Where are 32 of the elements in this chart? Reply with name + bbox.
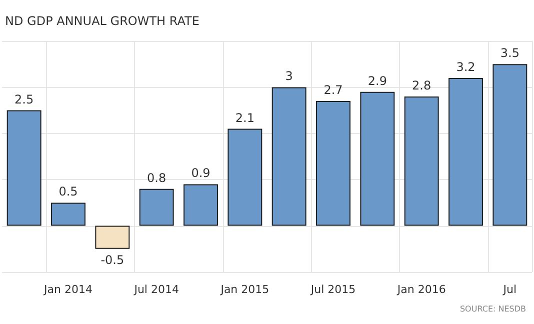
bar <box>139 188 174 226</box>
bar <box>95 226 130 249</box>
x-tick-label: Jul 2014 <box>133 283 179 296</box>
x-tick-label: Jan 2014 <box>43 283 92 296</box>
bar <box>6 110 42 226</box>
x-tick-label: Jan 2016 <box>396 283 446 296</box>
data-label: 2.8 <box>412 78 432 92</box>
bar <box>316 101 350 226</box>
bar <box>51 202 86 226</box>
bar <box>360 92 395 226</box>
bar <box>272 87 306 226</box>
data-label: 2.7 <box>324 83 343 98</box>
data-label: 3.2 <box>456 60 476 74</box>
x-tick-label: Jan 2015 <box>220 283 270 296</box>
data-label: 2.1 <box>235 110 254 125</box>
data-label: -0.5 <box>100 252 124 267</box>
bar <box>404 96 439 226</box>
chart-title: ND GDP ANNUAL GROWTH RATE <box>5 14 200 28</box>
data-label: 3.5 <box>500 46 520 60</box>
data-label: 0.8 <box>147 170 166 185</box>
x-tick-label: Jul 2015 <box>310 283 356 296</box>
bar <box>492 64 528 226</box>
data-label: 0.5 <box>58 184 78 199</box>
data-label: 2.9 <box>368 74 387 88</box>
data-label: 3 <box>285 69 293 84</box>
x-tick-label: Jul <box>502 283 517 296</box>
data-label: 0.9 <box>191 166 210 180</box>
source-note: SOURCE: NESDB <box>460 304 526 314</box>
bar <box>448 78 483 226</box>
bar <box>184 184 218 226</box>
data-label: 2.5 <box>14 92 34 106</box>
bar <box>228 128 262 226</box>
